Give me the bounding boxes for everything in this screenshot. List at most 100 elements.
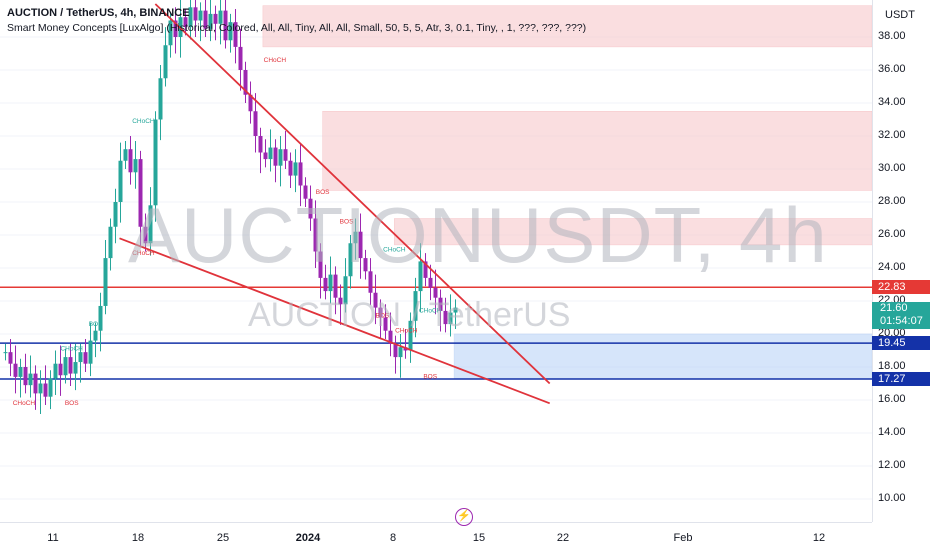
candle-body [113, 202, 118, 227]
axis-corner [872, 522, 932, 550]
y-tick-label: 30.00 [878, 162, 906, 174]
trendline [154, 3, 551, 385]
lightning-icon[interactable]: ⚡ [455, 508, 473, 526]
candle-body [43, 383, 48, 397]
x-tick-label: 8 [389, 532, 397, 544]
candle-body [198, 10, 203, 21]
current-price-tag: 21.60 01:54:07 [872, 301, 930, 329]
candle-body [453, 307, 458, 313]
candle-body [203, 10, 208, 29]
smc-label: CHoCH [419, 308, 442, 315]
candle-body [353, 231, 358, 244]
trendline [119, 237, 551, 405]
candle-body [38, 383, 43, 394]
candle-body [183, 17, 188, 28]
candle-body [58, 363, 63, 376]
candle-body [418, 261, 423, 292]
y-tick-label: 18.00 [878, 360, 906, 372]
candle-body [98, 305, 103, 331]
supply-zone [394, 218, 872, 246]
candle-body [208, 13, 213, 29]
candle-body [378, 307, 383, 318]
smc-label: BOS [340, 218, 354, 225]
candle-body [273, 147, 278, 166]
supply-zone [322, 111, 872, 191]
supply-zone [262, 5, 872, 48]
candle-body [158, 78, 163, 120]
symbol-title[interactable]: AUCTION / TetherUS, 4h, BINANCE [7, 7, 190, 19]
candle-body [78, 352, 83, 363]
x-tick-label: 12 [812, 532, 826, 544]
candle-body [18, 367, 23, 377]
candle-body [13, 363, 18, 377]
candle-body [3, 352, 8, 354]
candle-body [83, 352, 88, 364]
candle-body [123, 149, 128, 161]
candle-body [253, 111, 258, 136]
candle-body [193, 7, 198, 21]
candle-body [438, 297, 443, 311]
candle-body [133, 159, 138, 173]
candle-body [278, 149, 283, 166]
candle-body [103, 258, 108, 306]
price-plot[interactable]: CHoCH BOS CHoCH BOS CHoCH CHoCH CHoCH BOS BOS CHo… [0, 0, 872, 522]
candle-body [303, 185, 308, 199]
candle-body [293, 162, 298, 176]
candle-body [213, 13, 218, 24]
x-tick-label: 22 [556, 532, 570, 544]
candle-body [323, 277, 328, 292]
candle-body [423, 261, 428, 278]
candle-body [258, 136, 263, 153]
current-price-value: 21.60 [880, 301, 908, 314]
y-tick-label: 32.00 [878, 129, 906, 141]
smc-label: CHoCH [60, 346, 83, 353]
candle-body [88, 340, 93, 364]
candle-body [298, 162, 303, 186]
candle-body [428, 277, 433, 288]
time-axis[interactable] [0, 522, 872, 551]
candle-body [8, 352, 13, 364]
candle-body [343, 276, 348, 305]
smc-label: CHoCH [383, 247, 406, 254]
blue-top-price-tag: 19.45 [872, 336, 930, 351]
candle-body [443, 310, 448, 325]
candle-body [308, 198, 313, 219]
candle-body [53, 363, 58, 379]
smc-label: CHoCH [132, 118, 155, 125]
candle-body [333, 274, 338, 298]
candle-body [73, 362, 78, 374]
smc-label: BOS [316, 189, 330, 196]
candle-body [93, 330, 98, 341]
candle-body [148, 205, 153, 244]
candle-body [448, 312, 453, 325]
currency-label[interactable]: USDT [885, 9, 915, 21]
candle-body [318, 251, 323, 278]
y-tick-label: 10.00 [878, 492, 906, 504]
y-tick-label: 34.00 [878, 96, 906, 108]
candle-body [223, 10, 228, 41]
y-tick-label: 16.00 [878, 393, 906, 405]
price-axis[interactable] [872, 0, 932, 522]
candle-body [33, 373, 38, 394]
candle-body [313, 218, 318, 252]
y-tick-label: 38.00 [878, 30, 906, 42]
candle-body [413, 291, 418, 321]
candle-body [338, 297, 343, 305]
candle-body [268, 147, 273, 160]
x-tick-label: Feb [673, 532, 693, 544]
candle-body [128, 149, 133, 173]
red-level-price-tag: 22.83 [872, 280, 930, 295]
smc-label: CHoCH [395, 327, 418, 334]
x-tick-label: 18 [131, 532, 145, 544]
y-tick-label: 24.00 [878, 261, 906, 273]
indicator-legend[interactable]: Smart Money Concepts [LuxAlgo] (Historic… [7, 22, 587, 34]
candle-body [243, 70, 248, 95]
y-tick-label: 26.00 [878, 228, 906, 240]
candle-body [358, 231, 363, 259]
candle-body [218, 10, 223, 24]
y-tick-label: 12.00 [878, 459, 906, 471]
candle-body [118, 160, 123, 202]
y-tick-label: 20.00 [878, 327, 906, 339]
candle-body [328, 274, 333, 292]
